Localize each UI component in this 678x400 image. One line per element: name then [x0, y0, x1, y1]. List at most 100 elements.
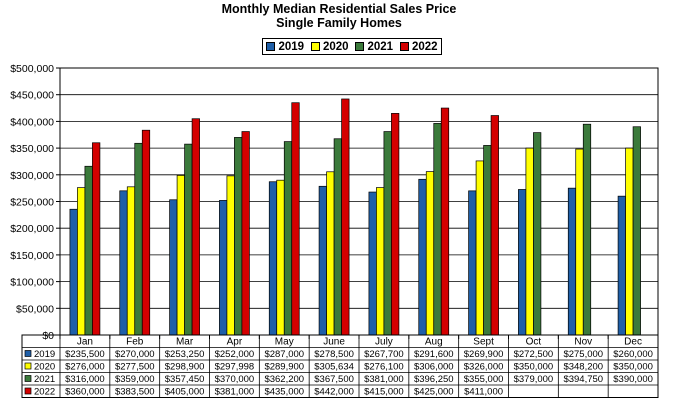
- bar-2020-Feb: [126, 186, 136, 336]
- data-label: $252,000: [215, 349, 255, 360]
- data-label: $260,000: [613, 349, 653, 360]
- x-tick-label: July: [375, 337, 393, 348]
- bar-2022-Jan: [92, 142, 101, 336]
- bar-2019-Feb: [119, 190, 128, 336]
- chart-title-line2: Single Family Homes: [276, 16, 402, 30]
- data-label: $359,000: [115, 374, 155, 385]
- bar-2020-Jan: [77, 187, 86, 336]
- bar-2020-Nov: [575, 148, 584, 336]
- data-label: $326,000: [464, 362, 504, 373]
- table-series-label: 2019: [34, 349, 55, 360]
- legend-swatch-2022: [399, 42, 409, 51]
- bar-2019-July: [368, 191, 377, 336]
- data-label: $269,900: [464, 349, 504, 360]
- data-label: $425,000: [414, 387, 454, 398]
- legend-swatch-2021: [355, 42, 365, 51]
- legend-swatch-2020: [310, 42, 320, 51]
- x-tick-label: Sept: [473, 337, 494, 348]
- bar-2021-Oct: [533, 132, 542, 336]
- bar-2022-Mar: [191, 118, 200, 336]
- data-label: $405,000: [165, 387, 205, 398]
- data-label: $390,000: [613, 374, 653, 385]
- data-label: $396,250: [414, 374, 454, 385]
- bar-2021-Dec: [632, 126, 641, 336]
- bar-2021-June: [333, 138, 342, 336]
- legend-label-2021: 2021: [367, 40, 394, 53]
- bar-2022-Feb: [141, 129, 151, 336]
- table-swatch-2022: [24, 387, 32, 395]
- table-swatch-2020: [24, 362, 32, 370]
- data-label: $381,000: [364, 374, 404, 385]
- data-label: $287,000: [264, 349, 304, 360]
- chart-legend: 2019 2020 2021 2022: [262, 38, 442, 55]
- x-tick-label: June: [323, 337, 345, 348]
- bar-2021-May: [283, 141, 293, 336]
- y-tick-label: $250,000: [10, 197, 54, 209]
- bar-2019-Sept: [468, 190, 477, 336]
- data-label: $362,200: [264, 374, 304, 385]
- data-label: $276,100: [364, 362, 404, 373]
- table-series-label: 2022: [34, 387, 55, 398]
- bar-2019-May: [268, 181, 278, 336]
- data-label: $235,500: [65, 349, 105, 360]
- bar-2021-Feb: [134, 142, 143, 336]
- data-label: $379,000: [514, 374, 554, 385]
- table-swatch-2021: [24, 375, 32, 382]
- legend-label-2020: 2020: [322, 40, 349, 53]
- x-tick-label: Mar: [176, 337, 194, 348]
- y-tick-label: $100,000: [10, 277, 54, 289]
- legend-item-2021: 2021: [355, 41, 393, 53]
- data-label: $305,634: [314, 362, 354, 373]
- bar-2022-Aug: [440, 107, 450, 336]
- y-tick-label: $500,000: [10, 63, 54, 75]
- x-tick-label: Dec: [624, 337, 642, 348]
- table-swatch-2019: [24, 350, 32, 357]
- data-label: $370,000: [215, 374, 255, 385]
- table-series-label: 2021: [34, 374, 55, 385]
- data-label: $289,900: [264, 362, 304, 373]
- data-label: $316,000: [65, 374, 105, 385]
- bar-2020-Mar: [176, 175, 185, 336]
- legend-label-2019: 2019: [278, 40, 305, 53]
- x-tick-label: Apr: [227, 337, 243, 348]
- bar-2022-July: [391, 113, 400, 336]
- bar-2020-May: [276, 179, 285, 336]
- x-tick-label: May: [275, 337, 294, 348]
- data-label: $277,500: [115, 362, 155, 373]
- bar-2021-Mar: [184, 143, 193, 336]
- y-tick-label: $200,000: [10, 223, 54, 235]
- bar-2021-Aug: [433, 123, 442, 336]
- bar-2019-Mar: [169, 199, 178, 336]
- legend-label-2022: 2022: [411, 40, 438, 53]
- table-series-label: 2020: [34, 362, 55, 373]
- bar-2020-July: [376, 187, 385, 336]
- data-label: $411,000: [464, 387, 503, 398]
- data-label: $298,900: [165, 362, 205, 373]
- bar-2019-Aug: [418, 178, 427, 336]
- legend-item-2019: 2019: [266, 41, 304, 53]
- bar-2020-Apr: [226, 175, 235, 336]
- bar-2020-Oct: [525, 147, 534, 336]
- y-tick-label: $350,000: [10, 143, 54, 155]
- y-tick-label: $300,000: [10, 170, 54, 182]
- data-label: $383,500: [115, 387, 155, 398]
- x-tick-label: Aug: [425, 337, 443, 348]
- y-tick-label: $0: [42, 330, 54, 342]
- data-label: $348,200: [563, 362, 603, 373]
- data-label: $275,000: [563, 349, 603, 360]
- y-tick-label: $400,000: [10, 116, 54, 128]
- bar-2019-Oct: [518, 189, 527, 336]
- data-label: $367,500: [314, 374, 354, 385]
- data-label: $355,000: [464, 374, 504, 385]
- data-label: $442,000: [314, 387, 354, 398]
- data-label: $381,000: [215, 387, 255, 398]
- data-label: $435,000: [264, 387, 304, 398]
- data-label: $350,000: [613, 362, 653, 373]
- bar-2019-Jan: [69, 208, 78, 336]
- y-tick-label: $150,000: [10, 250, 54, 262]
- x-tick-label: Feb: [126, 337, 144, 348]
- legend-item-2022: 2022: [399, 40, 438, 53]
- data-label: $291,600: [414, 349, 454, 360]
- data-label: $415,000: [364, 387, 404, 398]
